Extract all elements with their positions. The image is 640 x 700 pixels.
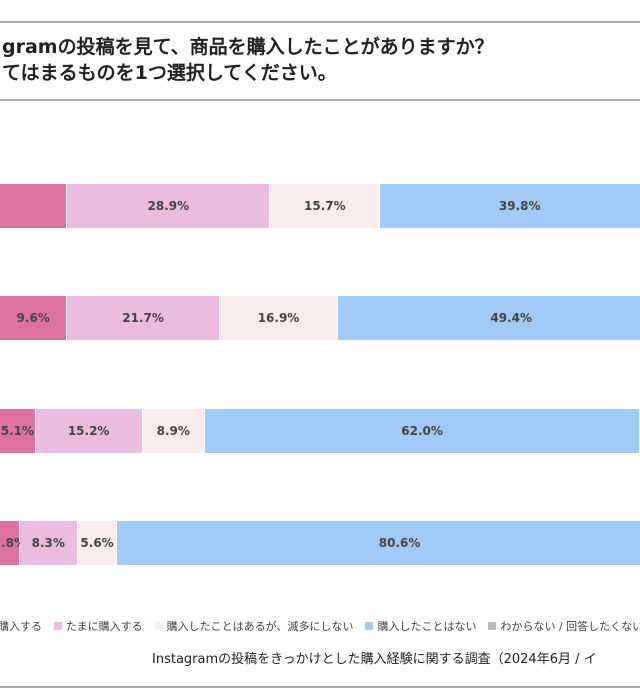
legend-item: わからない / 回答したくない bbox=[488, 618, 640, 634]
bar-segment: 39.8% bbox=[380, 184, 640, 228]
bar-segment: 2.8% bbox=[0, 521, 26, 565]
bar-segment: 15.2% bbox=[35, 409, 143, 453]
bar-segment: 15.7% bbox=[270, 184, 381, 228]
bar-segment bbox=[0, 184, 68, 228]
legend: 購入する たまに購入する 購入したことはあるが、滅多にしない 購入したことはない わから… bbox=[0, 618, 640, 634]
legend-swatch bbox=[154, 622, 163, 630]
bar-segment: 49.4% bbox=[338, 296, 640, 340]
top-divider bbox=[0, 21, 640, 23]
bar-segment: 80.6% bbox=[117, 521, 640, 565]
legend-label: 購入したことはあるが、滅多にしない bbox=[166, 620, 354, 633]
chart-title-line-2: てはまるものを1つ選択してください。 bbox=[2, 62, 337, 84]
legend-swatch bbox=[365, 622, 374, 630]
legend-item: たまに購入する bbox=[54, 618, 143, 634]
legend-item: 購入する bbox=[0, 618, 42, 634]
bottom-divider bbox=[0, 686, 640, 688]
title-divider bbox=[0, 99, 640, 101]
legend-label: わからない / 回答したくない bbox=[500, 620, 640, 633]
bar-segment: 9.6% bbox=[0, 296, 68, 340]
legend-swatch bbox=[54, 622, 62, 630]
legend-label: たまに購入する bbox=[66, 620, 143, 633]
bar-segment: 8.3% bbox=[19, 521, 78, 565]
legend-swatch bbox=[488, 622, 497, 630]
legend-label: 購入する bbox=[0, 620, 42, 633]
bar-segment: 62.0% bbox=[204, 409, 640, 453]
chart-title-line-1: gramの投稿を見て、商品を購入したことがありますか？ bbox=[2, 36, 494, 58]
legend-item: 購入したことはあるが、滅多にしない bbox=[154, 618, 354, 634]
bar-segment: 16.9% bbox=[219, 296, 339, 340]
legend-item: 購入したことはない bbox=[365, 618, 476, 634]
source-caption: Instagramの投稿をきっかけとした購入経験に関する調査（2024年6月 /… bbox=[152, 652, 597, 667]
bar-segment: 8.9% bbox=[142, 409, 205, 453]
bar-segment: 5.6% bbox=[77, 521, 118, 565]
bar-segment: 28.9% bbox=[67, 184, 271, 228]
bar-segment: 5.1% bbox=[0, 409, 36, 453]
legend-label: 購入したことはない bbox=[377, 620, 477, 633]
bar-segment: 21.7% bbox=[67, 296, 220, 340]
